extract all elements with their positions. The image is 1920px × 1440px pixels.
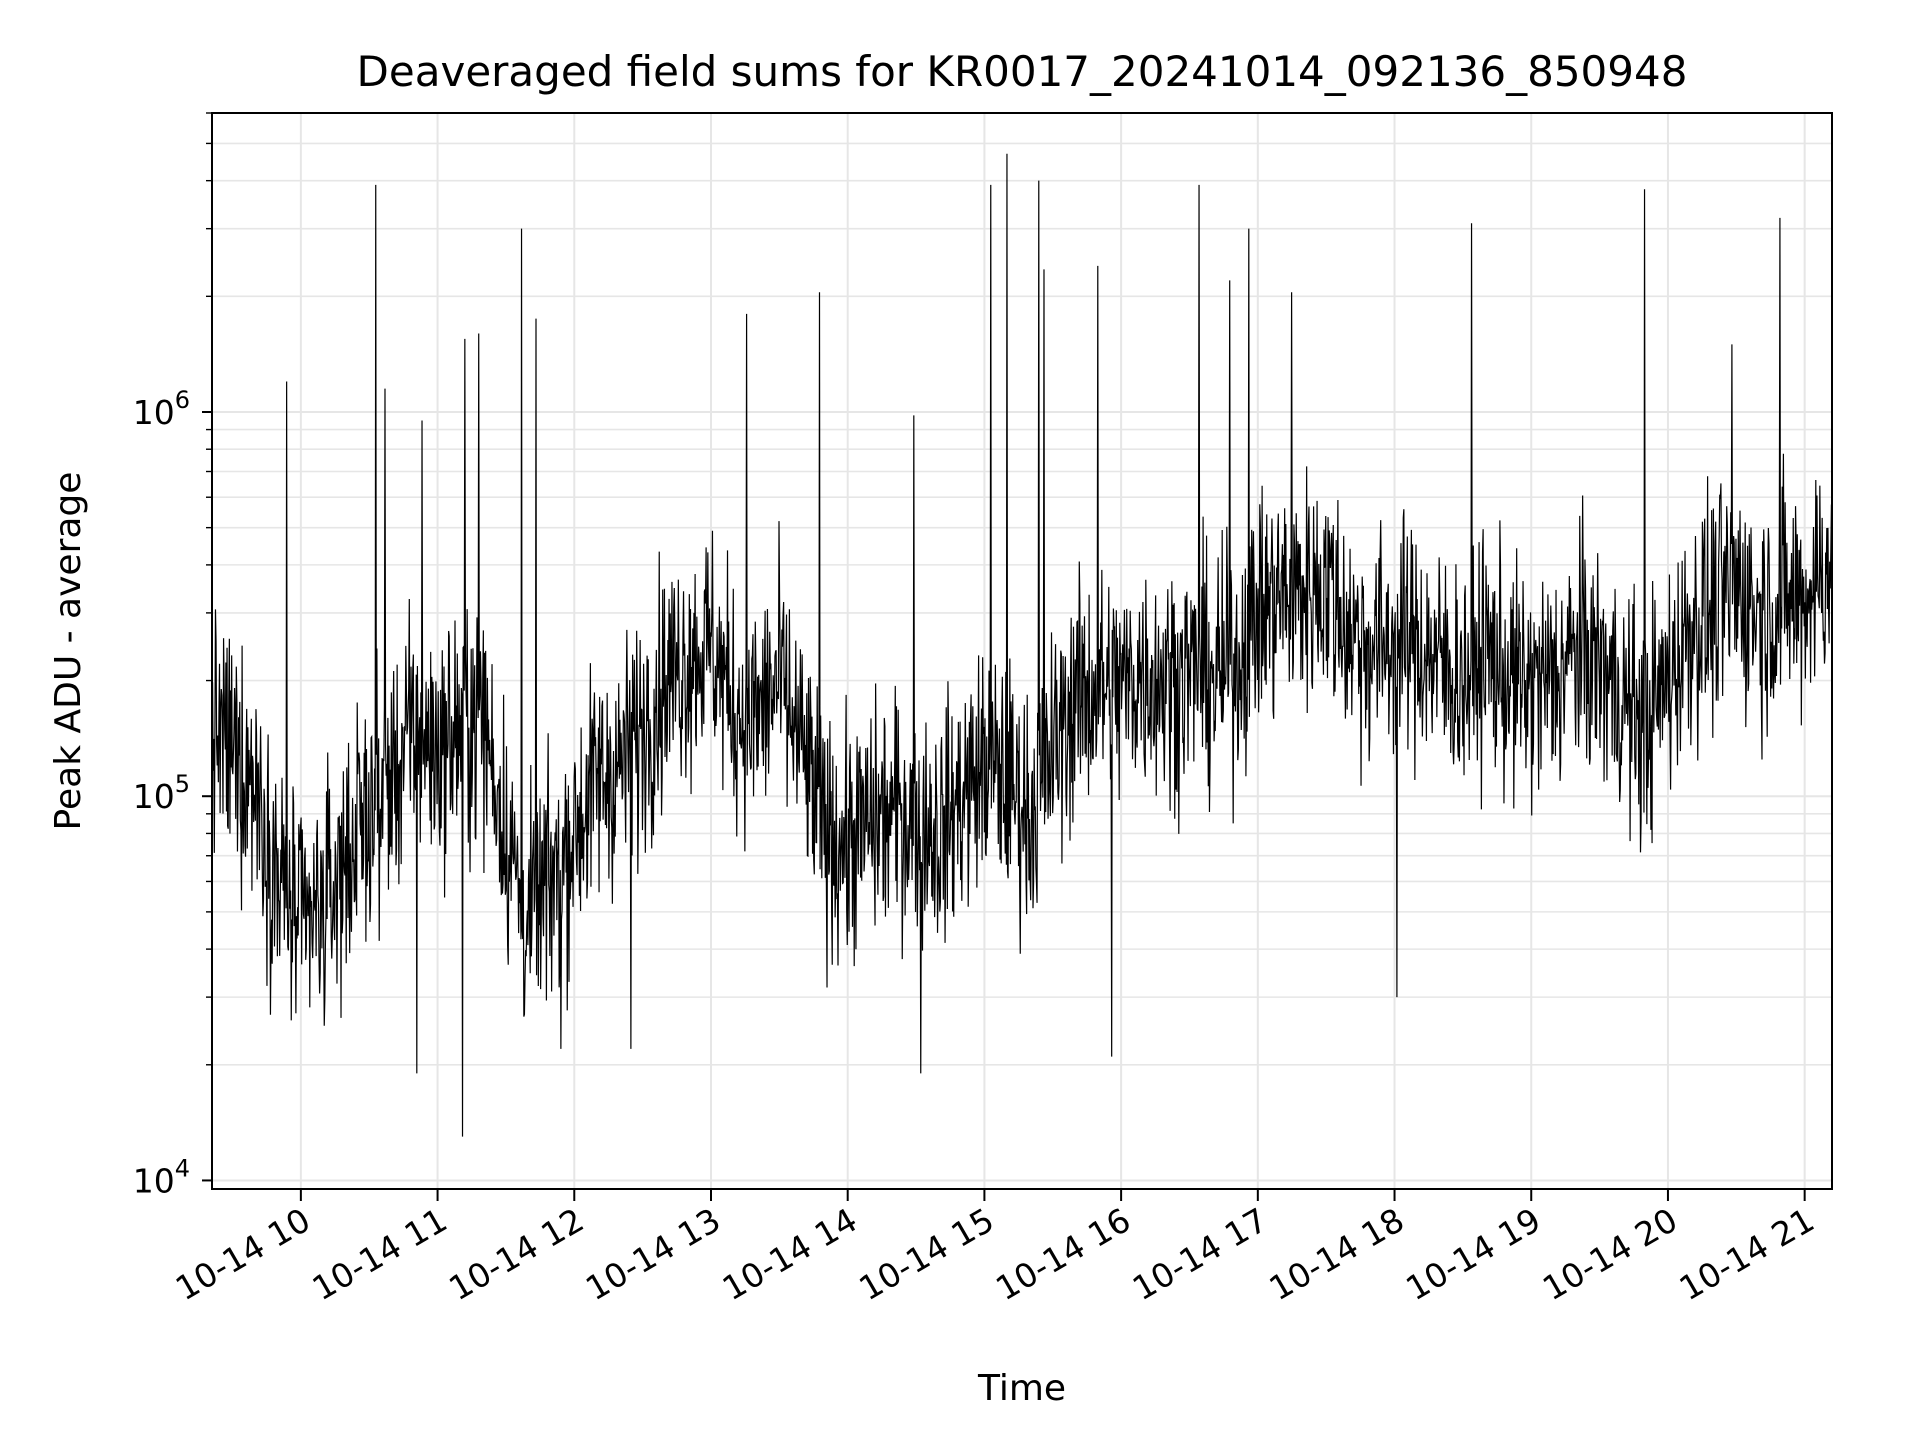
y-tick-exponent: 4: [175, 1154, 190, 1182]
y-tick-label: 105: [133, 770, 190, 816]
y-tick-base: 10: [133, 393, 175, 432]
chart-title: Deaveraged field sums for KR0017_2024101…: [357, 47, 1688, 96]
y-tick-label: 104: [133, 1154, 190, 1200]
x-axis-label: Time: [977, 1368, 1066, 1409]
y-tick-exponent: 5: [175, 770, 190, 798]
y-tick-base: 10: [133, 1161, 175, 1200]
y-tick-exponent: 6: [175, 386, 190, 414]
y-tick-label: 106: [133, 386, 190, 432]
plot-frame: [211, 112, 1833, 1190]
y-tick-base: 10: [133, 777, 175, 816]
series-line: [211, 153, 1833, 1137]
grid: [212, 112, 1832, 1189]
series-area: [211, 153, 1833, 1137]
y-axis-label: Peak ADU - average: [48, 472, 89, 831]
